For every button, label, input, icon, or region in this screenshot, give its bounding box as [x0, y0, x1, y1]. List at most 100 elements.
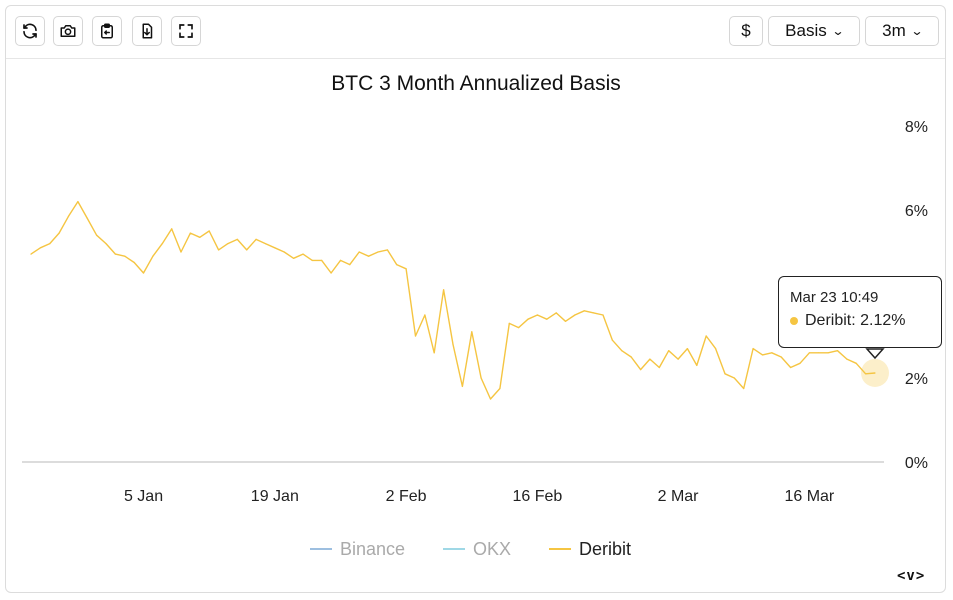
data-point [790, 366, 792, 369]
data-point [114, 253, 116, 255]
tooltip-value: Deribit: 2.12% [805, 312, 906, 329]
data-point [536, 314, 539, 316]
data-point [630, 356, 632, 358]
data-point [771, 352, 773, 354]
data-point [658, 366, 660, 369]
data-point [199, 236, 201, 238]
data-point [461, 385, 463, 387]
data-point [752, 348, 754, 350]
chart-toolbar: $ Basis ⌄ 3m ⌄ [6, 6, 945, 59]
data-point [855, 362, 857, 364]
refresh-button[interactable] [15, 16, 45, 46]
data-point [152, 255, 154, 257]
data-point [424, 314, 426, 316]
data-point [621, 350, 623, 352]
range-dropdown[interactable]: 3m ⌄ [865, 16, 939, 46]
data-point [396, 264, 398, 266]
range-label: 3m [882, 21, 906, 40]
data-point [846, 358, 848, 360]
chart-title: BTC 3 Month Annualized Basis [331, 72, 621, 95]
data-point [96, 234, 98, 236]
data-point [377, 251, 379, 253]
data-point [715, 348, 717, 350]
data-point [602, 314, 604, 316]
metric-dropdown[interactable]: Basis ⌄ [768, 16, 860, 46]
data-point [58, 232, 60, 234]
data-point [827, 352, 829, 354]
fullscreen-button[interactable] [171, 16, 201, 46]
tooltip-time: Mar 23 10:49 [790, 289, 879, 306]
x-tick-label: 16 Mar [784, 488, 834, 505]
data-point [499, 387, 501, 390]
data-point [180, 251, 182, 253]
data-point [77, 201, 79, 203]
y-tick-label: 8% [905, 119, 928, 136]
download-icon [142, 23, 153, 39]
data-point [349, 264, 351, 266]
data-point [293, 257, 295, 259]
data-point [780, 356, 782, 358]
data-point [452, 343, 454, 345]
copy-button[interactable] [92, 16, 122, 46]
data-point [67, 215, 70, 217]
data-point [86, 217, 88, 219]
data-point [799, 362, 801, 364]
data-point [836, 350, 839, 352]
legend-label: OKX [473, 539, 511, 559]
legend-label: Binance [340, 539, 405, 559]
data-point [696, 364, 698, 366]
data-point [574, 314, 576, 316]
x-tick-label: 2 Feb [386, 488, 427, 505]
nav-arrows[interactable]: <v> [897, 568, 926, 584]
data-point [640, 369, 642, 371]
data-point [555, 312, 557, 314]
currency-button[interactable]: $ [729, 16, 763, 46]
legend-item-deribit[interactable]: Deribit [549, 539, 631, 559]
data-point [546, 318, 548, 320]
data-point [808, 352, 811, 354]
data-point [302, 253, 304, 255]
data-point [761, 354, 764, 356]
data-point [527, 318, 529, 320]
y-tick-label: 2% [905, 371, 928, 388]
data-point [49, 243, 51, 245]
data-tooltip: Mar 23 10:49 Deribit: 2.12% [778, 276, 942, 348]
screenshot-button[interactable] [53, 16, 83, 46]
data-point [471, 331, 473, 333]
data-point [330, 272, 332, 274]
data-point [255, 238, 257, 240]
data-point [386, 249, 388, 251]
y-tick-label: 6% [905, 203, 928, 220]
data-point [818, 352, 820, 354]
data-point [686, 348, 689, 350]
download-button[interactable] [132, 16, 162, 46]
data-point [368, 255, 370, 257]
data-point [227, 243, 229, 245]
hover-highlight [861, 358, 889, 387]
data-point [508, 322, 510, 324]
data-point [30, 253, 32, 255]
data-point [583, 310, 585, 312]
legend-item-okx[interactable]: OKX [443, 539, 511, 559]
data-point [433, 352, 435, 354]
data-point [274, 247, 276, 249]
data-point [668, 350, 670, 352]
x-tick-label: 5 Jan [124, 488, 163, 505]
data-point [264, 243, 266, 245]
data-point [649, 358, 651, 360]
x-tick-label: 2 Mar [658, 488, 700, 505]
chevron-down-icon: ⌄ [831, 24, 845, 38]
fullscreen-icon [179, 24, 193, 38]
camera-icon [60, 25, 76, 37]
legend-item-binance[interactable]: Binance [310, 539, 405, 559]
data-point [236, 238, 238, 240]
data-point [564, 320, 567, 322]
data-point [218, 249, 220, 251]
clipboard-icon [101, 23, 113, 39]
x-tick-label: 19 Jan [251, 488, 299, 505]
data-point [414, 335, 417, 337]
data-point [593, 312, 595, 314]
data-point [724, 373, 726, 375]
data-point [443, 289, 445, 291]
data-point [124, 255, 126, 257]
